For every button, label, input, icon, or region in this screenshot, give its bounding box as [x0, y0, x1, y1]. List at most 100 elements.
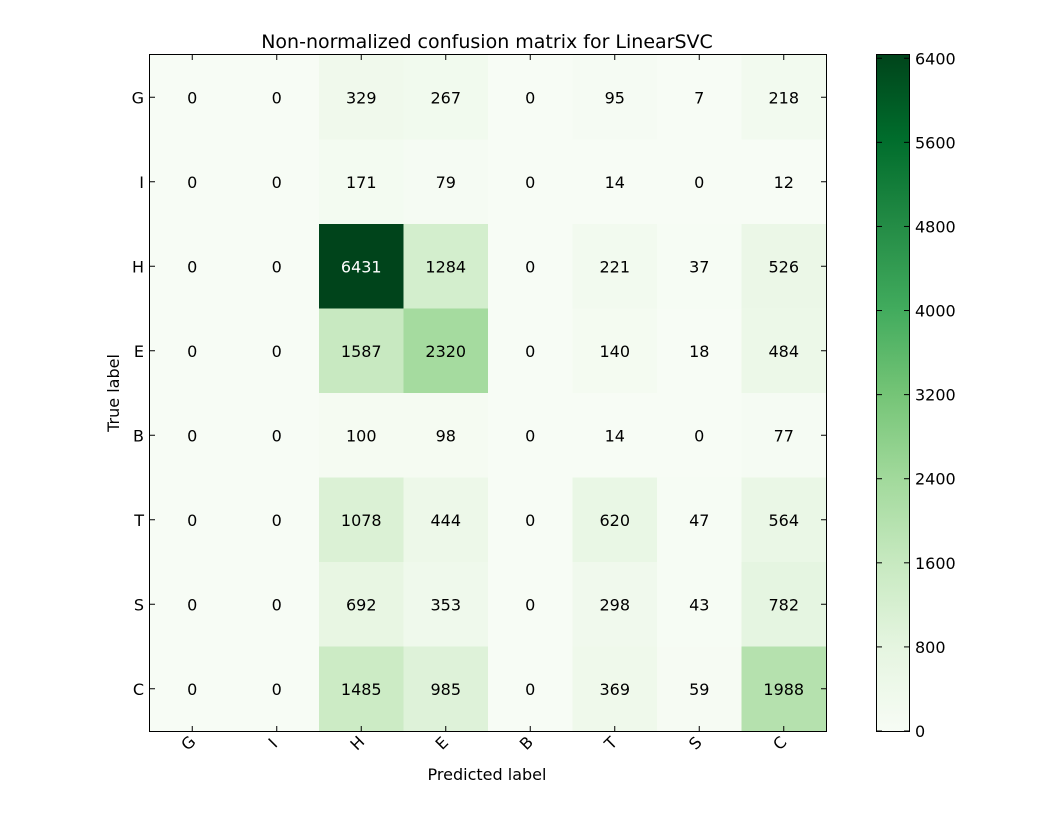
heatmap-cells [150, 55, 827, 732]
x-tick-label: E [432, 733, 453, 754]
y-tick-label: E [134, 342, 144, 361]
cell-value-label: 7 [694, 88, 704, 107]
x-tick-label: S [685, 733, 706, 754]
cell-value-label: 59 [689, 680, 709, 699]
cell-value-label: 171 [346, 173, 377, 192]
x-tick-label: T [600, 733, 621, 754]
heatmap-cell [657, 646, 742, 732]
cell-value-label: 14 [605, 426, 625, 445]
heatmap-cell [572, 139, 658, 225]
heatmap-cell [488, 646, 573, 732]
cell-value-label: 0 [525, 257, 535, 276]
heatmap-cell [657, 139, 742, 225]
cell-value-label: 47 [689, 511, 709, 530]
heatmap-cell [572, 562, 658, 647]
heatmap-cell [572, 477, 658, 563]
heatmap-cell [572, 224, 658, 309]
heatmap-cell [741, 224, 827, 309]
cell-value-label: 0 [272, 680, 282, 699]
heatmap-cell [319, 139, 404, 225]
cell-value-label: 0 [272, 88, 282, 107]
heatmap-cell [403, 139, 489, 225]
heatmap-cell [741, 477, 827, 563]
cell-value-label: 98 [436, 426, 456, 445]
plot-frame [149, 54, 827, 732]
heatmap-cell [234, 55, 320, 140]
heatmap-cell [657, 393, 742, 478]
cell-value-label: 1485 [341, 680, 382, 699]
cell-value-label: 0 [187, 511, 197, 530]
heatmap-cell [572, 646, 658, 732]
heatmap-cell [403, 55, 489, 140]
heatmap-cell [150, 477, 235, 563]
colorbar-tick-label: 2400 [915, 470, 956, 489]
cell-value-label: 221 [599, 257, 630, 276]
cell-value-label: 2320 [425, 342, 466, 361]
colorbar-tick-label: 1600 [915, 554, 956, 573]
heatmap-cell [234, 393, 320, 478]
heatmap-cell [150, 224, 235, 309]
heatmap-cell [741, 139, 827, 225]
x-tick-label: G [177, 732, 199, 754]
heatmap-cell [488, 562, 573, 647]
cell-value-label: 0 [187, 426, 197, 445]
heatmap-cell [488, 224, 573, 309]
cell-value-label: 1587 [341, 342, 382, 361]
heatmap-cell [319, 55, 404, 140]
cell-value-label: 0 [187, 595, 197, 614]
cell-value-label: 329 [346, 88, 377, 107]
cell-value-label: 692 [346, 595, 377, 614]
colorbar-tick-label: 0 [915, 722, 925, 741]
heatmap-cell [741, 393, 827, 478]
heatmap-cell [741, 646, 827, 732]
colorbar [876, 54, 910, 732]
cell-value-label: 0 [187, 173, 197, 192]
cell-value-label: 782 [768, 595, 799, 614]
cell-value-label: 0 [694, 426, 704, 445]
heatmap-cell [319, 308, 404, 394]
heatmap-cell [741, 308, 827, 394]
heatmap-cell [234, 646, 320, 732]
cell-value-label: 6431 [341, 257, 382, 276]
x-tick-label: B [516, 733, 537, 754]
y-tick-label: G [132, 88, 144, 107]
x-axis-label: Predicted label [428, 765, 547, 784]
cell-value-label: 100 [346, 426, 377, 445]
cell-value-label: 218 [768, 88, 799, 107]
colorbar-tick-label: 5600 [915, 133, 956, 152]
heatmap-cell [741, 562, 827, 647]
heatmap-cell [234, 139, 320, 225]
cell-value-label: 12 [774, 173, 794, 192]
heatmap-cell [319, 224, 404, 309]
colorbar-tick-label: 6400 [915, 49, 956, 68]
cell-value-label: 0 [525, 426, 535, 445]
heatmap-cell [657, 562, 742, 647]
heatmap-cell [572, 393, 658, 478]
cell-value-label: 484 [768, 342, 799, 361]
cell-value-label: 0 [187, 257, 197, 276]
heatmap-cell [488, 139, 573, 225]
heatmap-cell [403, 562, 489, 647]
heatmap-cell [403, 308, 489, 394]
cell-value-label: 0 [187, 88, 197, 107]
cell-value-label: 18 [689, 342, 709, 361]
heatmap-cell [319, 646, 404, 732]
colorbar-tick-label: 4000 [915, 302, 956, 321]
cell-value-label: 526 [768, 257, 799, 276]
cell-value-label: 0 [525, 511, 535, 530]
heatmap-cell [572, 55, 658, 140]
chart-title: Non-normalized confusion matrix for Line… [261, 31, 713, 53]
heatmap-cell [234, 562, 320, 647]
colorbar-tick-label: 800 [915, 638, 946, 657]
cell-value-label: 0 [187, 342, 197, 361]
heatmap-cell [150, 393, 235, 478]
cell-value-label: 0 [525, 88, 535, 107]
cell-value-label: 0 [272, 257, 282, 276]
cell-value-label: 0 [525, 173, 535, 192]
cell-value-label: 77 [774, 426, 794, 445]
heatmap-cell [150, 55, 235, 140]
heatmap-cell [657, 224, 742, 309]
cell-value-label: 140 [599, 342, 630, 361]
y-tick-label: C [133, 680, 144, 699]
